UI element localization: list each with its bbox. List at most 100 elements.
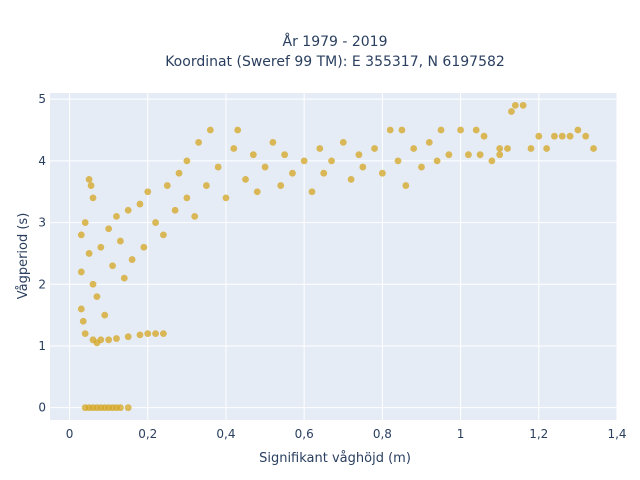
data-point <box>203 182 210 189</box>
data-point <box>465 151 472 159</box>
data-point <box>120 274 128 282</box>
data-point <box>253 188 261 196</box>
data-points <box>77 101 597 412</box>
data-point <box>183 157 191 165</box>
data-point <box>457 126 464 134</box>
data-point <box>527 145 535 152</box>
y-axis-title: Vågperiod (s) <box>16 213 31 300</box>
data-point <box>101 311 109 319</box>
data-point <box>249 151 257 159</box>
data-point <box>81 330 89 338</box>
data-point <box>195 138 202 146</box>
data-point <box>316 145 324 152</box>
x-tick-label: 0 <box>66 427 74 441</box>
x-tick-label: 1,2 <box>529 427 548 441</box>
data-point <box>152 330 159 338</box>
data-point <box>77 268 85 276</box>
data-point <box>163 182 171 189</box>
data-point <box>136 200 144 208</box>
data-point <box>222 194 230 202</box>
data-point <box>109 262 116 270</box>
data-point <box>116 404 124 412</box>
data-point <box>488 157 496 165</box>
data-point <box>124 206 132 214</box>
y-tick-label: 5 <box>38 92 46 106</box>
x-tick-label: 0,4 <box>216 427 235 441</box>
data-point <box>410 145 418 152</box>
y-tick-labels: 0 1 2 3 4 5 <box>38 92 46 414</box>
data-point <box>113 212 120 220</box>
data-point <box>85 175 93 183</box>
data-point <box>116 237 124 245</box>
data-point <box>230 145 238 152</box>
chart-title-line-1: År 1979 - 2019 <box>283 33 388 50</box>
y-tick-label: 1 <box>38 339 46 353</box>
y-tick-label: 2 <box>38 277 46 291</box>
data-point <box>371 145 378 152</box>
data-point <box>113 335 120 342</box>
x-tick-label: 1 <box>457 427 465 441</box>
data-point <box>418 163 425 171</box>
data-point <box>128 256 136 263</box>
data-point <box>496 145 504 152</box>
data-point <box>160 330 167 338</box>
x-tick-label: 0,8 <box>373 427 392 441</box>
data-point <box>574 126 582 134</box>
data-point <box>328 157 335 165</box>
plot-area <box>50 93 617 420</box>
data-point <box>511 101 519 109</box>
data-point <box>234 126 242 134</box>
data-point <box>206 126 214 134</box>
data-point <box>289 169 296 177</box>
data-point <box>79 317 87 325</box>
data-point <box>144 330 152 338</box>
data-point <box>543 145 551 152</box>
data-point <box>378 169 386 177</box>
data-point <box>140 243 148 251</box>
data-point <box>445 151 453 159</box>
data-point <box>347 175 355 183</box>
data-point <box>476 151 484 159</box>
data-point <box>590 145 597 152</box>
data-point <box>558 132 566 140</box>
data-point <box>582 132 590 140</box>
data-point <box>183 194 191 202</box>
x-tick-labels: 0 0,2 0,4 0,6 0,8 1 1,2 1,4 <box>66 427 627 441</box>
data-point <box>519 101 527 109</box>
data-point <box>89 194 97 202</box>
data-point <box>359 163 367 171</box>
data-point <box>320 169 328 177</box>
x-tick-label: 0,2 <box>138 427 157 441</box>
x-tick-label: 0,6 <box>295 427 314 441</box>
data-point <box>339 138 347 146</box>
data-point <box>566 132 574 140</box>
data-point <box>269 138 277 146</box>
data-point <box>81 219 89 226</box>
data-point <box>93 293 101 301</box>
data-point <box>277 182 285 189</box>
data-point <box>300 157 308 165</box>
data-point <box>261 163 269 171</box>
y-tick-label: 0 <box>38 401 46 415</box>
data-point <box>160 231 167 239</box>
y-tick-label: 4 <box>38 154 46 168</box>
data-point <box>425 138 433 146</box>
data-point <box>433 157 441 165</box>
data-point <box>308 188 316 196</box>
data-point <box>152 219 159 226</box>
data-point <box>402 182 410 189</box>
data-point <box>77 231 85 239</box>
data-point <box>472 126 480 134</box>
data-point <box>77 305 85 313</box>
data-point <box>97 336 105 344</box>
data-point <box>394 157 402 165</box>
data-point <box>398 126 406 134</box>
data-point <box>89 280 97 288</box>
data-point <box>124 333 132 341</box>
data-point <box>191 212 199 220</box>
data-point <box>144 188 152 196</box>
data-point <box>171 206 179 214</box>
data-point <box>508 108 515 115</box>
data-point <box>242 175 249 183</box>
data-point <box>87 182 95 189</box>
